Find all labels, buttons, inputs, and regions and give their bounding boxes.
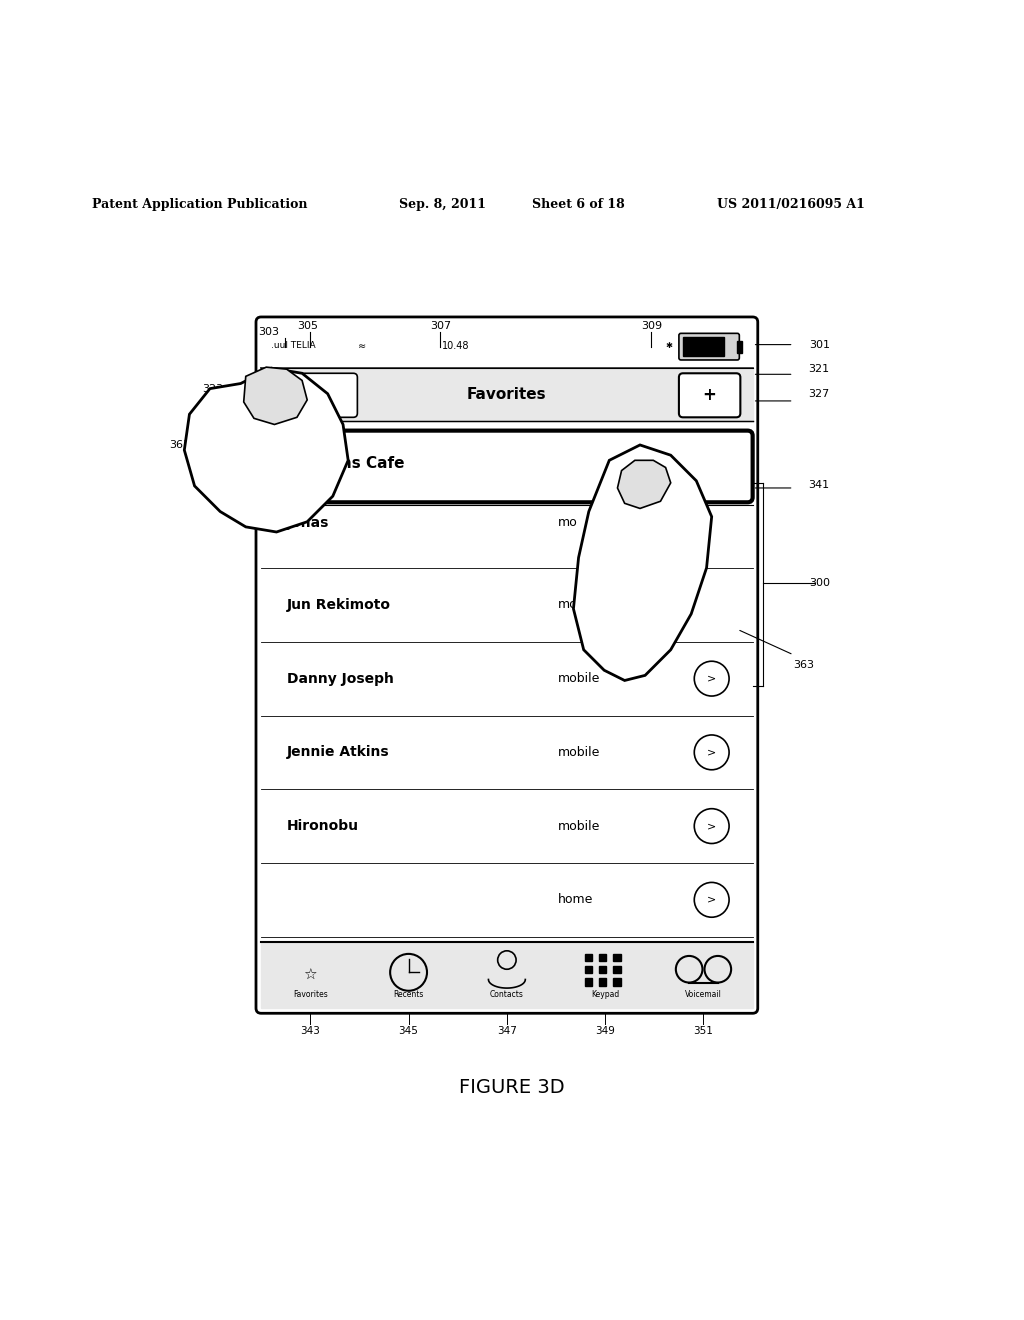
- Text: Contacts: Contacts: [489, 990, 524, 999]
- Text: mobile: mobile: [558, 598, 600, 611]
- Text: 361: 361: [169, 440, 189, 450]
- Text: 349: 349: [595, 1026, 615, 1036]
- Text: Voicemail: Voicemail: [685, 990, 722, 999]
- Text: 363: 363: [794, 660, 814, 671]
- Bar: [683, 338, 724, 356]
- Text: Favorites: Favorites: [293, 990, 328, 999]
- Text: >: >: [707, 895, 717, 904]
- Text: .uul TELIA: .uul TELIA: [271, 341, 316, 350]
- Text: Patent Application Publication: Patent Application Publication: [92, 198, 307, 211]
- Text: 347: 347: [497, 1026, 517, 1036]
- Text: >: >: [707, 673, 717, 684]
- Text: Sep. 8, 2011: Sep. 8, 2011: [399, 198, 486, 211]
- Bar: [613, 966, 621, 973]
- Bar: [599, 966, 606, 973]
- Text: mo: mo: [558, 516, 578, 529]
- Text: 327: 327: [809, 389, 829, 399]
- Bar: [613, 954, 621, 961]
- Bar: [585, 954, 592, 961]
- Text: J... B...: J... B...: [287, 436, 327, 449]
- Text: Jennie Atkins: Jennie Atkins: [287, 746, 389, 759]
- Text: 309: 309: [641, 321, 662, 331]
- Bar: [737, 341, 742, 352]
- FancyBboxPatch shape: [679, 334, 739, 360]
- Text: Heavens Cafe: Heavens Cafe: [287, 455, 404, 471]
- Bar: [261, 368, 753, 421]
- Text: 300: 300: [809, 578, 829, 589]
- Bar: [585, 966, 592, 973]
- Text: 321: 321: [809, 364, 829, 374]
- Text: 303: 303: [258, 327, 279, 338]
- FancyBboxPatch shape: [679, 374, 740, 417]
- Text: Keypad: Keypad: [591, 990, 620, 999]
- Bar: [613, 978, 621, 986]
- Text: FIGURE 3D: FIGURE 3D: [459, 1077, 565, 1097]
- Text: US 2011/0216095 A1: US 2011/0216095 A1: [717, 198, 864, 211]
- Text: Jun Rekimoto: Jun Rekimoto: [287, 598, 391, 612]
- Polygon shape: [617, 461, 671, 508]
- Text: mobile: mobile: [558, 820, 600, 833]
- FancyBboxPatch shape: [272, 374, 357, 417]
- Polygon shape: [573, 445, 712, 681]
- Text: >: >: [707, 821, 717, 832]
- Text: Sheet 6 of 18: Sheet 6 of 18: [532, 198, 626, 211]
- Text: 323: 323: [203, 384, 223, 393]
- Text: 345: 345: [398, 1026, 419, 1036]
- Text: 305: 305: [297, 321, 317, 331]
- Text: ☆: ☆: [303, 968, 317, 983]
- Text: 307: 307: [430, 321, 451, 331]
- Text: home: home: [558, 894, 594, 907]
- Text: Recents: Recents: [393, 990, 424, 999]
- Text: Hironobu: Hironobu: [287, 820, 358, 833]
- Text: 351: 351: [693, 1026, 714, 1036]
- Text: +: +: [702, 385, 717, 404]
- Text: 341: 341: [809, 480, 829, 490]
- FancyBboxPatch shape: [256, 317, 758, 1014]
- Bar: [599, 978, 606, 986]
- Text: Danny Joseph: Danny Joseph: [287, 672, 393, 685]
- Polygon shape: [244, 367, 307, 425]
- Text: Jonas: Jonas: [287, 516, 329, 531]
- Text: 301: 301: [809, 339, 829, 350]
- Text: Edit: Edit: [303, 389, 326, 400]
- Text: mobile: mobile: [558, 672, 600, 685]
- FancyBboxPatch shape: [261, 430, 753, 503]
- Text: ≈: ≈: [358, 341, 367, 351]
- Text: Favorites: Favorites: [467, 387, 547, 403]
- Text: ✱: ✱: [666, 341, 673, 350]
- Text: 10.48: 10.48: [442, 341, 469, 351]
- Text: 343: 343: [300, 1026, 321, 1036]
- Text: mobile: mobile: [558, 746, 600, 759]
- Text: >: >: [707, 747, 717, 758]
- Bar: [599, 954, 606, 961]
- Bar: [261, 941, 753, 1008]
- Polygon shape: [184, 368, 348, 532]
- Bar: [585, 978, 592, 986]
- Text: 325: 325: [203, 430, 223, 440]
